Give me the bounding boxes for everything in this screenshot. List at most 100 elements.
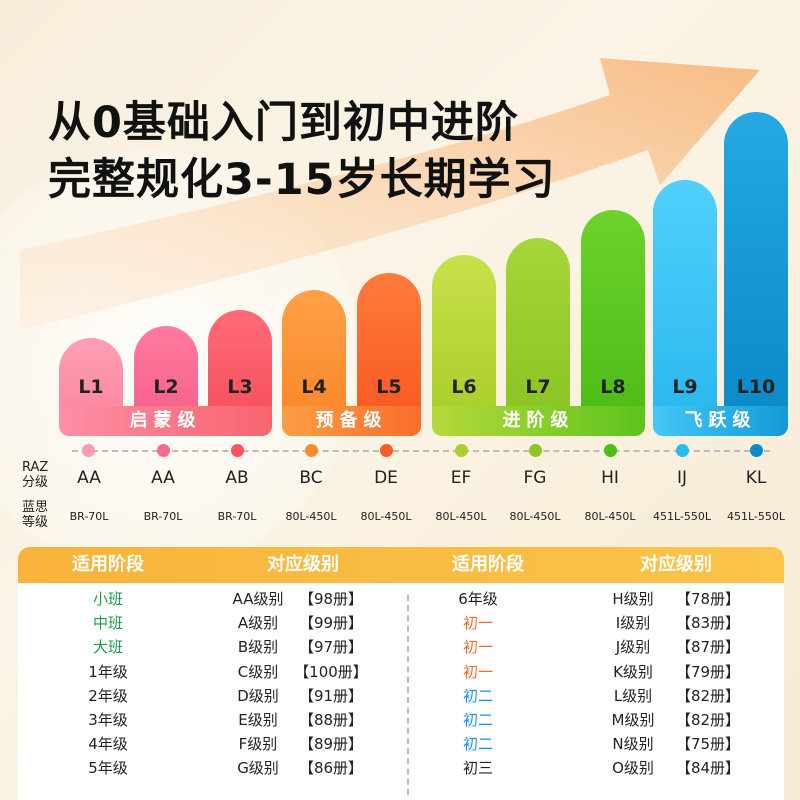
- table-header: 适用阶段 对应级别 适用阶段 对应级别: [18, 547, 784, 583]
- level-cell: E级别: [238, 711, 278, 729]
- lexile-range: 451L-550L: [726, 510, 786, 523]
- count-cell: 【97册】: [298, 638, 364, 657]
- raz-level: EF: [450, 468, 472, 488]
- stage-cell: 4年级: [88, 735, 128, 754]
- stage-cell: 初一: [462, 638, 493, 657]
- level-cell: C级别: [237, 662, 279, 681]
- stage-cell: 初一: [462, 662, 493, 681]
- raz-level: AA: [151, 468, 175, 488]
- lexile-range: 80L-450L: [509, 510, 561, 523]
- count-cell: 【84册】: [675, 759, 741, 778]
- raz-level: IJ: [676, 468, 688, 488]
- raz-level: HI: [601, 468, 619, 488]
- lexile-range: 451L-550L: [652, 510, 712, 523]
- count-cell: 【83册】: [675, 614, 741, 633]
- count-cell: 【88册】: [298, 711, 364, 729]
- stage-cell: 初三: [462, 759, 493, 778]
- table-divider: [407, 595, 409, 795]
- lexile-label: 蓝思 等级: [22, 500, 49, 530]
- column-header: 适用阶段: [72, 554, 144, 575]
- stage-cell: 中班: [92, 614, 123, 633]
- level-dot: [231, 444, 244, 457]
- count-cell: 【91册】: [298, 686, 364, 705]
- bar-l4: [282, 290, 346, 406]
- stage-cell: 初一: [462, 614, 493, 633]
- bar-l2: [134, 326, 198, 406]
- count-cell: 【79册】: [675, 662, 741, 681]
- raz-level: DE: [374, 468, 398, 488]
- bar-label: L3: [227, 376, 253, 398]
- count-cell: 【78册】: [675, 590, 741, 608]
- level-dot: [676, 444, 689, 457]
- lexile-range: BR-70L: [143, 510, 183, 523]
- level-cell: O级别: [612, 759, 654, 778]
- level-dot: [380, 444, 393, 457]
- bar-label: L6: [451, 376, 477, 398]
- bar-l10: [724, 112, 788, 406]
- level-cell: L级别: [613, 686, 653, 705]
- raz-label: RAZ 分级: [22, 460, 49, 490]
- headline-line-1: 从0基础入门到初中进阶: [48, 98, 519, 148]
- count-cell: 【99册】: [298, 614, 364, 633]
- lexile-range: 80L-450L: [285, 510, 337, 523]
- bar-l7: [506, 238, 570, 406]
- raz-level: BC: [299, 468, 323, 488]
- column-header: 对应级别: [640, 554, 712, 575]
- level-dot: [82, 444, 95, 457]
- count-cell: 【82册】: [675, 686, 741, 705]
- lexile-range: 80L-450L: [360, 510, 412, 523]
- bar-l6: [432, 255, 496, 406]
- level-cell: B级别: [237, 638, 279, 657]
- headline-line-2: 完整规化3-15岁长期学习: [48, 155, 556, 205]
- level-dot: [455, 444, 468, 457]
- bar-l5: [357, 273, 421, 406]
- stage-cell: 6年级: [458, 590, 498, 608]
- level-table: 适用阶段 对应级别 适用阶段 对应级别 小班 AA级别 【98册】中班 A级别 【99册…: [18, 547, 784, 800]
- level-cell: I级别: [615, 614, 651, 633]
- lexile-range: BR-70L: [69, 510, 109, 523]
- group-leap: 飞跃级: [653, 406, 788, 436]
- group-enlightenment: 启蒙级: [59, 406, 272, 436]
- count-cell: 【98册】: [298, 590, 364, 608]
- lexile-range: 80L-450L: [584, 510, 636, 523]
- column-header: 适用阶段: [452, 554, 524, 575]
- level-cell: A级别: [237, 614, 279, 633]
- bar-l8: [581, 210, 645, 406]
- level-dot: [157, 444, 170, 457]
- bar-l9: [653, 180, 717, 406]
- count-cell: 【100册】: [294, 662, 368, 681]
- level-cell: D级别: [237, 686, 279, 705]
- level-dot: [750, 444, 763, 457]
- count-cell: 【87册】: [675, 638, 741, 657]
- level-cell: J级别: [615, 638, 651, 657]
- stage-cell: 小班: [92, 590, 123, 608]
- stage-cell: 1年级: [88, 662, 128, 681]
- level-cell: F级别: [238, 735, 278, 754]
- level-dot: [604, 444, 617, 457]
- level-cell: N级别: [612, 735, 654, 754]
- column-header: 对应级别: [267, 554, 339, 575]
- bar-l3: [208, 310, 272, 406]
- level-cell: K级别: [613, 662, 653, 681]
- stage-cell: 初二: [462, 686, 493, 705]
- bar-label: L4: [301, 376, 327, 398]
- lexile-range: 80L-450L: [435, 510, 487, 523]
- count-cell: 【89册】: [298, 735, 364, 754]
- scale-line: [72, 450, 770, 452]
- count-cell: 【86册】: [298, 759, 364, 778]
- level-dot: [305, 444, 318, 457]
- level-cell: AA级别: [232, 590, 284, 608]
- stage-cell: 2年级: [88, 686, 128, 705]
- stage-cell: 初二: [462, 711, 493, 729]
- level-dot: [529, 444, 542, 457]
- raz-level: KL: [745, 468, 767, 488]
- raz-level: FG: [523, 468, 547, 488]
- bar-label: L5: [376, 376, 402, 398]
- bar-label: L9: [672, 376, 698, 398]
- count-cell: 【82册】: [675, 711, 741, 729]
- stage-cell: 初二: [462, 735, 493, 754]
- bar-label: L8: [600, 376, 626, 398]
- group-advanced: 进阶级: [432, 406, 645, 436]
